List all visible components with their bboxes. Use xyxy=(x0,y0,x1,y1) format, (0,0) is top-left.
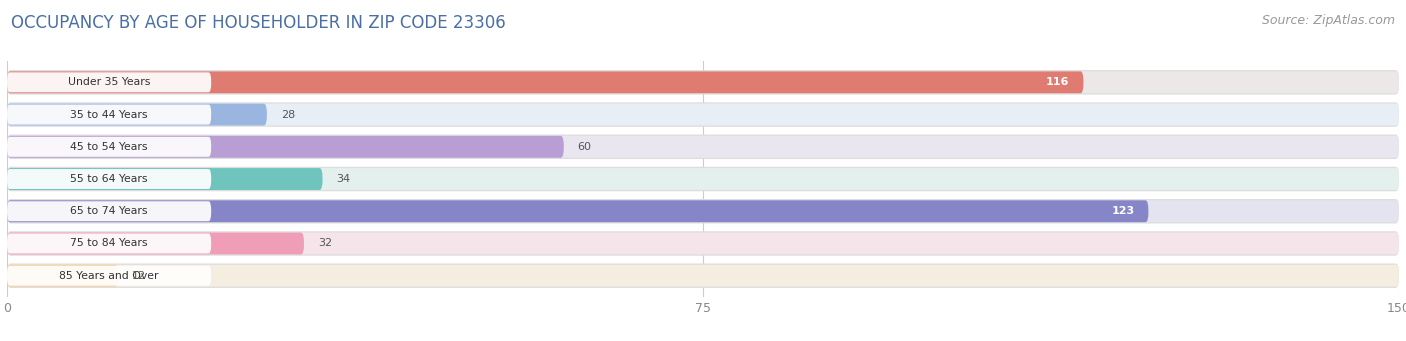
FancyBboxPatch shape xyxy=(7,72,211,92)
FancyBboxPatch shape xyxy=(7,201,211,221)
FancyBboxPatch shape xyxy=(7,265,118,287)
Text: 85 Years and Over: 85 Years and Over xyxy=(59,271,159,281)
Text: 55 to 64 Years: 55 to 64 Years xyxy=(70,174,148,184)
Text: 34: 34 xyxy=(336,174,350,184)
Text: 116: 116 xyxy=(1046,77,1070,87)
FancyBboxPatch shape xyxy=(7,200,1149,222)
Text: 32: 32 xyxy=(318,238,332,249)
Text: 65 to 74 Years: 65 to 74 Years xyxy=(70,206,148,216)
Text: OCCUPANCY BY AGE OF HOUSEHOLDER IN ZIP CODE 23306: OCCUPANCY BY AGE OF HOUSEHOLDER IN ZIP C… xyxy=(11,14,506,32)
FancyBboxPatch shape xyxy=(7,169,211,189)
Text: 28: 28 xyxy=(281,109,295,120)
FancyBboxPatch shape xyxy=(7,199,1399,223)
FancyBboxPatch shape xyxy=(7,233,304,254)
FancyBboxPatch shape xyxy=(7,168,322,190)
FancyBboxPatch shape xyxy=(7,105,211,124)
FancyBboxPatch shape xyxy=(7,200,1399,222)
Text: Under 35 Years: Under 35 Years xyxy=(67,77,150,87)
Text: 45 to 54 Years: 45 to 54 Years xyxy=(70,142,148,152)
Text: 35 to 44 Years: 35 to 44 Years xyxy=(70,109,148,120)
Text: 75 to 84 Years: 75 to 84 Years xyxy=(70,238,148,249)
FancyBboxPatch shape xyxy=(7,266,211,286)
FancyBboxPatch shape xyxy=(7,234,211,253)
FancyBboxPatch shape xyxy=(7,265,1399,287)
FancyBboxPatch shape xyxy=(7,104,267,125)
FancyBboxPatch shape xyxy=(7,137,211,157)
Text: 60: 60 xyxy=(578,142,592,152)
Text: 12: 12 xyxy=(132,271,146,281)
FancyBboxPatch shape xyxy=(7,231,1399,256)
Text: Source: ZipAtlas.com: Source: ZipAtlas.com xyxy=(1261,14,1395,27)
FancyBboxPatch shape xyxy=(7,135,1399,159)
FancyBboxPatch shape xyxy=(7,233,1399,254)
FancyBboxPatch shape xyxy=(7,104,1399,125)
FancyBboxPatch shape xyxy=(7,102,1399,127)
FancyBboxPatch shape xyxy=(7,71,1399,93)
FancyBboxPatch shape xyxy=(7,71,1084,93)
FancyBboxPatch shape xyxy=(7,70,1399,94)
Text: 123: 123 xyxy=(1111,206,1135,216)
FancyBboxPatch shape xyxy=(7,136,1399,158)
FancyBboxPatch shape xyxy=(7,136,564,158)
FancyBboxPatch shape xyxy=(7,168,1399,190)
FancyBboxPatch shape xyxy=(7,167,1399,191)
FancyBboxPatch shape xyxy=(7,264,1399,288)
